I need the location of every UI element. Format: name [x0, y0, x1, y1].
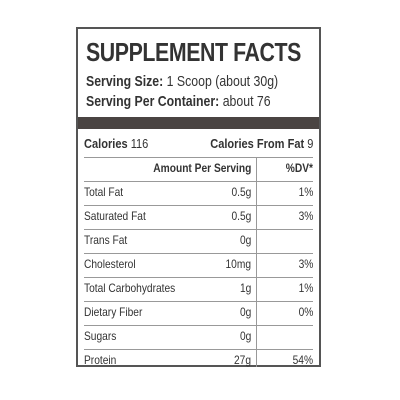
serving-size-label: Serving Size: — [86, 73, 164, 90]
nutrient-row: Dietary Fiber 0g 0% — [84, 301, 313, 326]
calories-from-fat-label: Calories From Fat — [209, 136, 304, 151]
nutrient-row: Saturated Fat 0.5g 3% — [84, 205, 313, 230]
nutrient-dv: 54% — [292, 353, 313, 367]
nutrient-name: Total Carbohydrates — [84, 281, 176, 295]
nutrient-row: Sugars 0g — [84, 325, 313, 350]
calories-from-fat-value: 9 — [306, 136, 313, 151]
amount-per-serving-header: Amount Per Serving — [152, 161, 251, 175]
nutrient-name: Cholesterol — [84, 257, 136, 271]
thick-divider — [78, 117, 319, 129]
calories-value: 116 — [130, 136, 149, 151]
nutrient-amount: 1g — [239, 281, 251, 295]
nutrient-amount: 0g — [239, 329, 251, 343]
nutrient-amount: 0g — [239, 233, 251, 247]
nutrient-name: Protein — [84, 353, 117, 367]
serving-size-value: 1 Scoop (about 30g) — [166, 73, 279, 90]
dv-header: %DV* — [285, 161, 313, 175]
nutrient-amount: 0g — [239, 305, 251, 319]
column-header-row: Amount Per Serving %DV* — [84, 157, 313, 182]
nutrient-row: Protein 27g 54% — [84, 349, 313, 373]
nutrient-amount: 10mg — [225, 257, 251, 271]
nutrient-name: Trans Fat — [84, 233, 128, 247]
nutrient-dv: 3% — [298, 209, 313, 223]
nutrient-row: Cholesterol 10mg 3% — [84, 253, 313, 278]
calories-from-fat: Calories From Fat 9 — [210, 136, 313, 151]
nutrient-dv: 1% — [298, 281, 313, 295]
nutrient-row: Total Carbohydrates 1g 1% — [84, 277, 313, 302]
nutrient-dv: 0% — [298, 305, 313, 319]
panel-title: SUPPLEMENT FACTS — [86, 37, 301, 67]
per-container-label: Serving Per Container: — [86, 93, 220, 110]
nutrient-name: Saturated Fat — [84, 209, 146, 223]
nutrient-name: Total Fat — [84, 185, 124, 199]
per-container-value: about 76 — [222, 93, 271, 110]
nutrient-dv: 1% — [298, 185, 313, 199]
nutrient-amount: 0.5g — [231, 209, 251, 223]
calories-row: Calories 116 Calories From Fat 9 — [84, 131, 313, 158]
column-divider — [256, 157, 257, 367]
servings-per-container: Serving Per Container: about 76 — [86, 93, 271, 110]
calories-label: Calories — [84, 136, 128, 151]
calories: Calories 116 — [84, 136, 148, 151]
nutrient-amount: 27g — [233, 353, 251, 367]
nutrient-row: Total Fat 0.5g 1% — [84, 181, 313, 206]
supplement-facts-panel: SUPPLEMENT FACTS Serving Size: 1 Scoop (… — [76, 27, 321, 367]
nutrient-name: Dietary Fiber — [84, 305, 143, 319]
nutrient-amount: 0.5g — [231, 185, 251, 199]
serving-size: Serving Size: 1 Scoop (about 30g) — [86, 73, 278, 90]
nutrient-dv: 3% — [298, 257, 313, 271]
nutrient-row: Trans Fat 0g — [84, 229, 313, 254]
nutrient-name: Sugars — [84, 329, 117, 343]
